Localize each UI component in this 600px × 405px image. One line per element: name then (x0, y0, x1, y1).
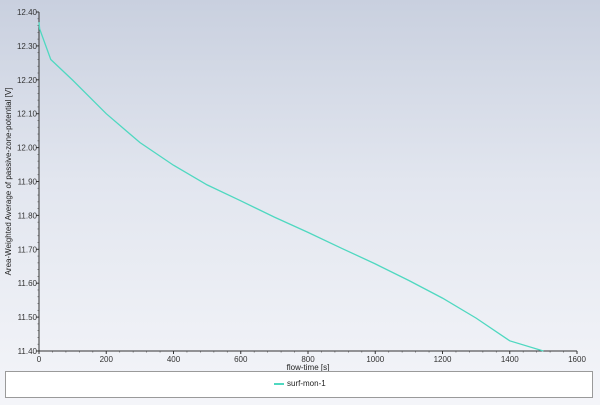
y-tick-label: 12.40 (17, 8, 38, 17)
axis-ticks: 11.40 11.50 11.60 11.70 11.80 11.90 12.00 12.10… (17, 8, 586, 364)
y-tick-label: 11.50 (18, 313, 38, 322)
y-tick-label: 12.00 (17, 144, 38, 153)
y-tick-label: 11.60 (18, 279, 38, 288)
x-axis-title: flow-time [s] (287, 363, 330, 372)
legend: surf-mon-1 (5, 371, 593, 398)
legend-item[interactable]: surf-mon-1 (274, 379, 326, 388)
x-tick-label: 1000 (366, 355, 384, 364)
legend-swatch (274, 382, 284, 385)
line-chart: 11.40 11.50 11.60 11.70 11.80 11.90 12.00 12.10… (4, 8, 586, 372)
y-tick-label: 12.20 (17, 76, 38, 85)
x-tick-label: 0 (37, 355, 42, 364)
x-tick-label: 1200 (434, 355, 452, 364)
y-axis-title: Area-Weighted Average of passive-zone-po… (4, 88, 13, 276)
y-tick-label: 12.10 (17, 110, 38, 119)
y-tick-label: 12.30 (17, 42, 38, 51)
y-tick-label: 11.40 (18, 347, 38, 356)
x-tick-label: 400 (167, 355, 181, 364)
legend-label: surf-mon-1 (287, 379, 326, 388)
x-tick-label: 800 (301, 355, 315, 364)
axes (38, 12, 577, 352)
y-tick-label: 11.80 (18, 211, 38, 220)
y-tick-label: 11.90 (18, 178, 38, 187)
series-group (38, 22, 544, 352)
series-line-surf-mon-1 (38, 22, 544, 352)
x-tick-label: 200 (100, 355, 114, 364)
y-tick-label: 11.70 (18, 245, 38, 254)
x-tick-label: 600 (234, 355, 248, 364)
x-tick-label: 1400 (501, 355, 519, 364)
x-tick-label: 1600 (568, 355, 586, 364)
